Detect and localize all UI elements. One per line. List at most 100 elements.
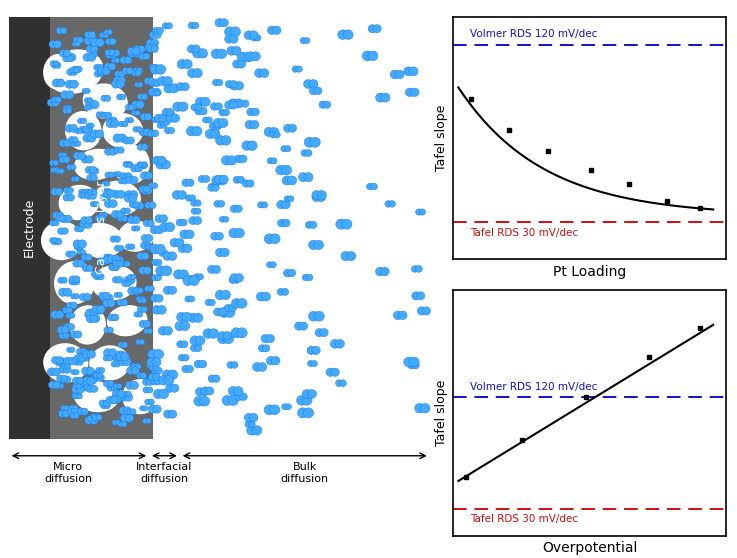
Circle shape	[121, 208, 127, 214]
Circle shape	[390, 70, 399, 79]
Circle shape	[150, 44, 158, 52]
Circle shape	[221, 156, 231, 165]
Circle shape	[118, 211, 124, 217]
Circle shape	[267, 262, 273, 268]
Circle shape	[221, 136, 231, 145]
Circle shape	[229, 277, 236, 283]
Circle shape	[156, 244, 165, 254]
Circle shape	[277, 288, 284, 295]
Circle shape	[140, 162, 147, 169]
Circle shape	[182, 179, 190, 186]
Circle shape	[261, 334, 270, 343]
Circle shape	[66, 307, 72, 314]
Circle shape	[304, 37, 310, 44]
Circle shape	[223, 334, 234, 344]
Circle shape	[162, 111, 170, 119]
Circle shape	[93, 373, 99, 378]
Circle shape	[94, 273, 100, 280]
Circle shape	[419, 209, 425, 215]
Circle shape	[139, 128, 147, 136]
Circle shape	[156, 160, 165, 169]
Circle shape	[137, 311, 143, 317]
Circle shape	[118, 421, 124, 427]
Circle shape	[203, 329, 213, 339]
Circle shape	[129, 201, 136, 208]
Circle shape	[170, 238, 179, 247]
Circle shape	[88, 98, 93, 103]
Circle shape	[178, 354, 185, 361]
Circle shape	[227, 362, 234, 368]
Circle shape	[304, 80, 312, 88]
Circle shape	[118, 215, 124, 222]
Circle shape	[143, 53, 150, 60]
Circle shape	[125, 393, 133, 401]
Circle shape	[122, 342, 128, 348]
Circle shape	[66, 164, 73, 170]
Circle shape	[58, 410, 66, 417]
Circle shape	[170, 384, 179, 392]
Circle shape	[92, 305, 100, 314]
Circle shape	[270, 234, 280, 244]
Circle shape	[85, 156, 94, 163]
Circle shape	[85, 416, 94, 424]
Circle shape	[181, 321, 189, 331]
Circle shape	[136, 101, 144, 109]
Ellipse shape	[42, 222, 81, 259]
Circle shape	[278, 219, 286, 227]
Bar	[50, 17, 153, 439]
Circle shape	[179, 270, 189, 279]
Circle shape	[186, 195, 192, 201]
Circle shape	[229, 35, 238, 43]
Circle shape	[237, 52, 248, 62]
Circle shape	[159, 215, 167, 223]
Circle shape	[195, 97, 205, 107]
Circle shape	[304, 172, 313, 181]
Circle shape	[146, 39, 154, 47]
Circle shape	[237, 100, 245, 107]
Circle shape	[195, 388, 204, 396]
Circle shape	[167, 111, 175, 119]
Circle shape	[181, 341, 188, 348]
Circle shape	[186, 126, 196, 136]
Circle shape	[144, 172, 153, 180]
Circle shape	[152, 130, 158, 137]
Circle shape	[112, 356, 118, 361]
Circle shape	[71, 69, 78, 75]
Circle shape	[108, 327, 113, 333]
Circle shape	[183, 276, 193, 286]
Circle shape	[114, 292, 119, 297]
Circle shape	[211, 129, 220, 138]
Circle shape	[388, 200, 396, 207]
Bar	[9, 17, 50, 439]
Circle shape	[141, 242, 148, 249]
Circle shape	[309, 240, 318, 249]
Circle shape	[52, 160, 58, 166]
Circle shape	[173, 270, 184, 279]
Circle shape	[242, 180, 250, 187]
Circle shape	[161, 160, 170, 169]
Circle shape	[122, 391, 128, 397]
Circle shape	[117, 147, 124, 153]
Ellipse shape	[79, 224, 122, 257]
Circle shape	[175, 321, 184, 331]
Circle shape	[158, 326, 167, 335]
Circle shape	[96, 414, 102, 420]
Circle shape	[81, 254, 88, 261]
Circle shape	[144, 242, 152, 249]
Circle shape	[131, 70, 138, 76]
Circle shape	[98, 68, 105, 75]
Circle shape	[109, 396, 117, 403]
Circle shape	[84, 189, 91, 195]
Circle shape	[366, 183, 374, 190]
Circle shape	[160, 119, 167, 126]
Circle shape	[230, 27, 240, 37]
Circle shape	[251, 35, 257, 41]
Circle shape	[128, 277, 135, 284]
Circle shape	[129, 194, 137, 202]
Circle shape	[156, 266, 166, 276]
Circle shape	[225, 35, 233, 43]
Circle shape	[54, 167, 60, 173]
Circle shape	[63, 108, 69, 113]
Circle shape	[53, 220, 59, 226]
Circle shape	[216, 79, 223, 86]
